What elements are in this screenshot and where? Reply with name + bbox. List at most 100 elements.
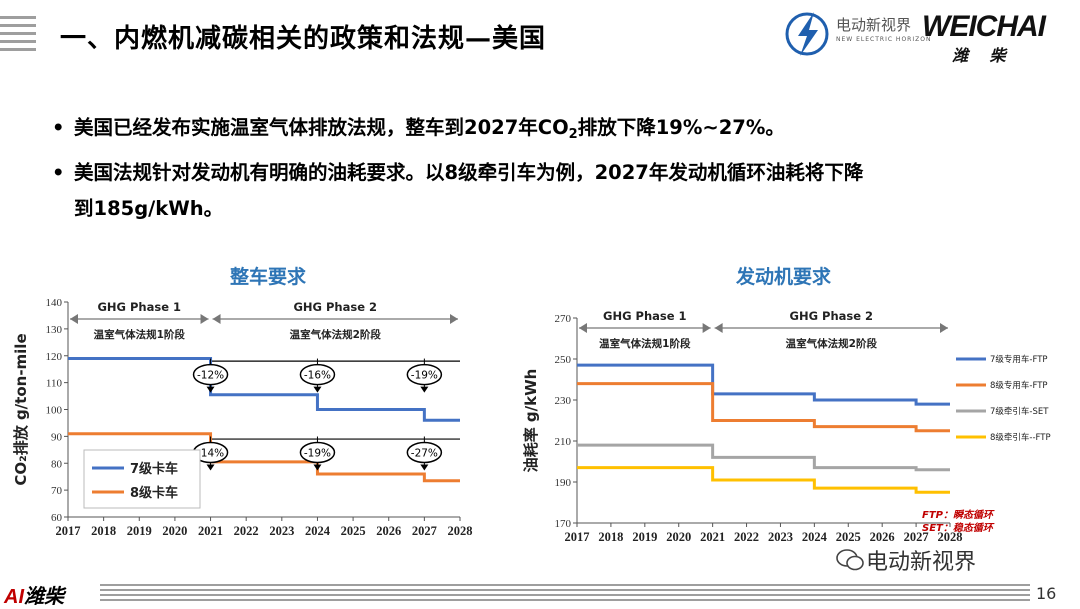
y-tick-label: 90 bbox=[51, 431, 63, 443]
phase-arrow-head bbox=[579, 323, 587, 333]
y-tick-label: 130 bbox=[46, 324, 63, 336]
chart-2-title: 发动机要求 bbox=[736, 266, 832, 288]
bullet-dot: • bbox=[52, 161, 65, 184]
phase-label: GHG Phase 1 bbox=[603, 309, 687, 323]
weichai-brand: WEICHAI bbox=[922, 10, 1046, 43]
annotation-arrow bbox=[313, 386, 322, 393]
bullet-1-subscript: 2 bbox=[568, 127, 578, 142]
bullet-1-text-a: 美国已经发布实施温室气体排放法规，整车到2027年CO bbox=[74, 116, 569, 139]
bullet-1-text-b: 排放下降19%~27%。 bbox=[577, 116, 785, 139]
vehicle-co2-chart: 60 70 80 90 100 110 120 130 140 2017 2018 2019 2020 2… bbox=[12, 297, 473, 538]
x-tick-label: 2026 bbox=[870, 530, 895, 544]
x-tick-label: 2022 bbox=[734, 530, 759, 544]
x-tick-label: 2020 bbox=[666, 530, 691, 544]
y-tick-label: 170 bbox=[555, 518, 572, 530]
annotation-label: -16% bbox=[304, 370, 331, 382]
footer-logo-cn: 潍柴 bbox=[24, 586, 64, 608]
header-stripes-decoration bbox=[0, 16, 36, 51]
x-tick-label: 2026 bbox=[376, 524, 401, 538]
footer-logo: AI潍柴 bbox=[4, 580, 64, 609]
y-tick-label: 80 bbox=[51, 458, 63, 470]
y-tick-label: 270 bbox=[555, 313, 572, 325]
y-tick-label: 210 bbox=[555, 436, 572, 448]
series-line bbox=[577, 363, 950, 406]
x-tick-label: 2020 bbox=[162, 524, 187, 538]
annotation-arrow bbox=[420, 464, 429, 471]
phase-label: GHG Phase 2 bbox=[293, 300, 377, 314]
annotation-bubble bbox=[299, 441, 336, 464]
annotation-arrow bbox=[313, 464, 322, 471]
x-tick-label: 2022 bbox=[234, 524, 259, 538]
series-line bbox=[577, 443, 950, 472]
logo-text-cn: 电动新视界 bbox=[836, 16, 912, 34]
x-tick-label: 2028 bbox=[448, 524, 473, 538]
annotation-bubble bbox=[299, 363, 336, 386]
phase-arrow-head bbox=[714, 323, 723, 333]
y-axis-label: 油耗率 g/kWh bbox=[522, 369, 540, 473]
engine-fuel-chart: 170 190 210 230 250 270 2017 2018 2019 2020 2021 20… bbox=[522, 309, 1051, 544]
x-tick-label: 2025 bbox=[341, 524, 366, 538]
legend-label: 7级牵引车-SET bbox=[990, 406, 1049, 417]
series-line bbox=[68, 356, 460, 422]
phase-arrow-head bbox=[212, 314, 221, 324]
phase-sub-label: 温室气体法规2阶段 bbox=[786, 337, 878, 350]
series-line bbox=[577, 466, 950, 494]
x-tick-label: 2024 bbox=[305, 524, 331, 538]
y-tick-label: 140 bbox=[46, 297, 63, 309]
annotation-label: -19% bbox=[411, 370, 438, 382]
annotation-label: -12% bbox=[197, 370, 224, 382]
lightning-logo-icon bbox=[785, 12, 829, 56]
weichai-brand-cn: 潍 柴 bbox=[952, 46, 1014, 65]
phase-sub-label: 温室气体法规1阶段 bbox=[599, 337, 691, 350]
phase-label: GHG Phase 2 bbox=[790, 309, 874, 323]
y-tick-label: 110 bbox=[46, 378, 63, 390]
series-line bbox=[577, 382, 950, 433]
annotation-label: -27% bbox=[411, 448, 438, 460]
y-tick-label: 60 bbox=[51, 512, 63, 524]
bullet-2-line-1: 美国法规针对发动机有明确的油耗要求。以8级牵引车为例，2027年发动机循环油耗将… bbox=[74, 161, 864, 184]
x-tick-label: 2023 bbox=[768, 530, 793, 544]
bullet-item: • 美国已经发布实施温室气体排放法规，整车到2027年CO2排放下降19%~27… bbox=[50, 110, 1060, 153]
legend-label: 8级卡车 bbox=[130, 485, 178, 501]
x-tick-label: 2023 bbox=[269, 524, 294, 538]
cycle-note: FTP：瞬态循环 bbox=[922, 509, 995, 521]
annotation-bubble bbox=[406, 441, 443, 464]
wechat-icon bbox=[836, 549, 864, 571]
x-tick-label: 2017 bbox=[565, 530, 590, 544]
x-tick-label: 2027 bbox=[904, 530, 929, 544]
y-axis-label: CO₂排放 g/ton-mile bbox=[12, 333, 30, 485]
annotation-label: -19% bbox=[304, 448, 331, 460]
phase-sub-label: 温室气体法规2阶段 bbox=[290, 328, 382, 341]
phase-arrow-head bbox=[940, 323, 948, 333]
watermark-text: 电动新视界 bbox=[866, 550, 977, 575]
y-tick-label: 250 bbox=[555, 354, 572, 366]
legend-label: 8级牵引车--FTP bbox=[990, 432, 1051, 443]
footer-logo-ai: AI bbox=[4, 586, 24, 608]
y-tick-label: 100 bbox=[46, 405, 63, 417]
x-tick-label: 2027 bbox=[412, 524, 437, 538]
x-tick-label: 2021 bbox=[198, 524, 223, 538]
annotation-arrow bbox=[206, 464, 215, 471]
bullet-2-line-2: 到185g/kWh。 bbox=[74, 197, 224, 220]
cycle-note: SET：稳态循环 bbox=[922, 522, 995, 534]
bullet-dot: • bbox=[52, 116, 65, 139]
bullet-item: • 美国法规针对发动机有明确的油耗要求。以8级牵引车为例，2027年发动机循环油… bbox=[50, 155, 1060, 227]
x-tick-label: 2017 bbox=[56, 524, 81, 538]
logo-text-en: NEW ELECTRIC HORIZON bbox=[836, 36, 932, 43]
phase-arrow-head bbox=[450, 314, 458, 324]
x-tick-label: 2018 bbox=[598, 530, 623, 544]
legend-label: 8级专用车-FTP bbox=[990, 380, 1048, 391]
x-tick-label: 2028 bbox=[938, 530, 963, 544]
y-tick-label: 70 bbox=[51, 485, 63, 497]
x-tick-label: 2024 bbox=[802, 530, 828, 544]
legend-label: 7级卡车 bbox=[130, 461, 178, 477]
phase-label: GHG Phase 1 bbox=[97, 300, 181, 314]
phase-arrow-head bbox=[70, 314, 78, 324]
annotation-bubble bbox=[192, 363, 229, 386]
header-logos: 电动新视界 NEW ELECTRIC HORIZON WEICHAI 潍 柴 bbox=[780, 6, 1070, 65]
annotation-label: -14% bbox=[197, 448, 224, 460]
x-tick-label: 2025 bbox=[836, 530, 861, 544]
phase-sub-label: 温室气体法规1阶段 bbox=[94, 328, 186, 341]
legend-label: 7级专用车-FTP bbox=[990, 354, 1048, 365]
y-tick-label: 120 bbox=[46, 351, 63, 363]
